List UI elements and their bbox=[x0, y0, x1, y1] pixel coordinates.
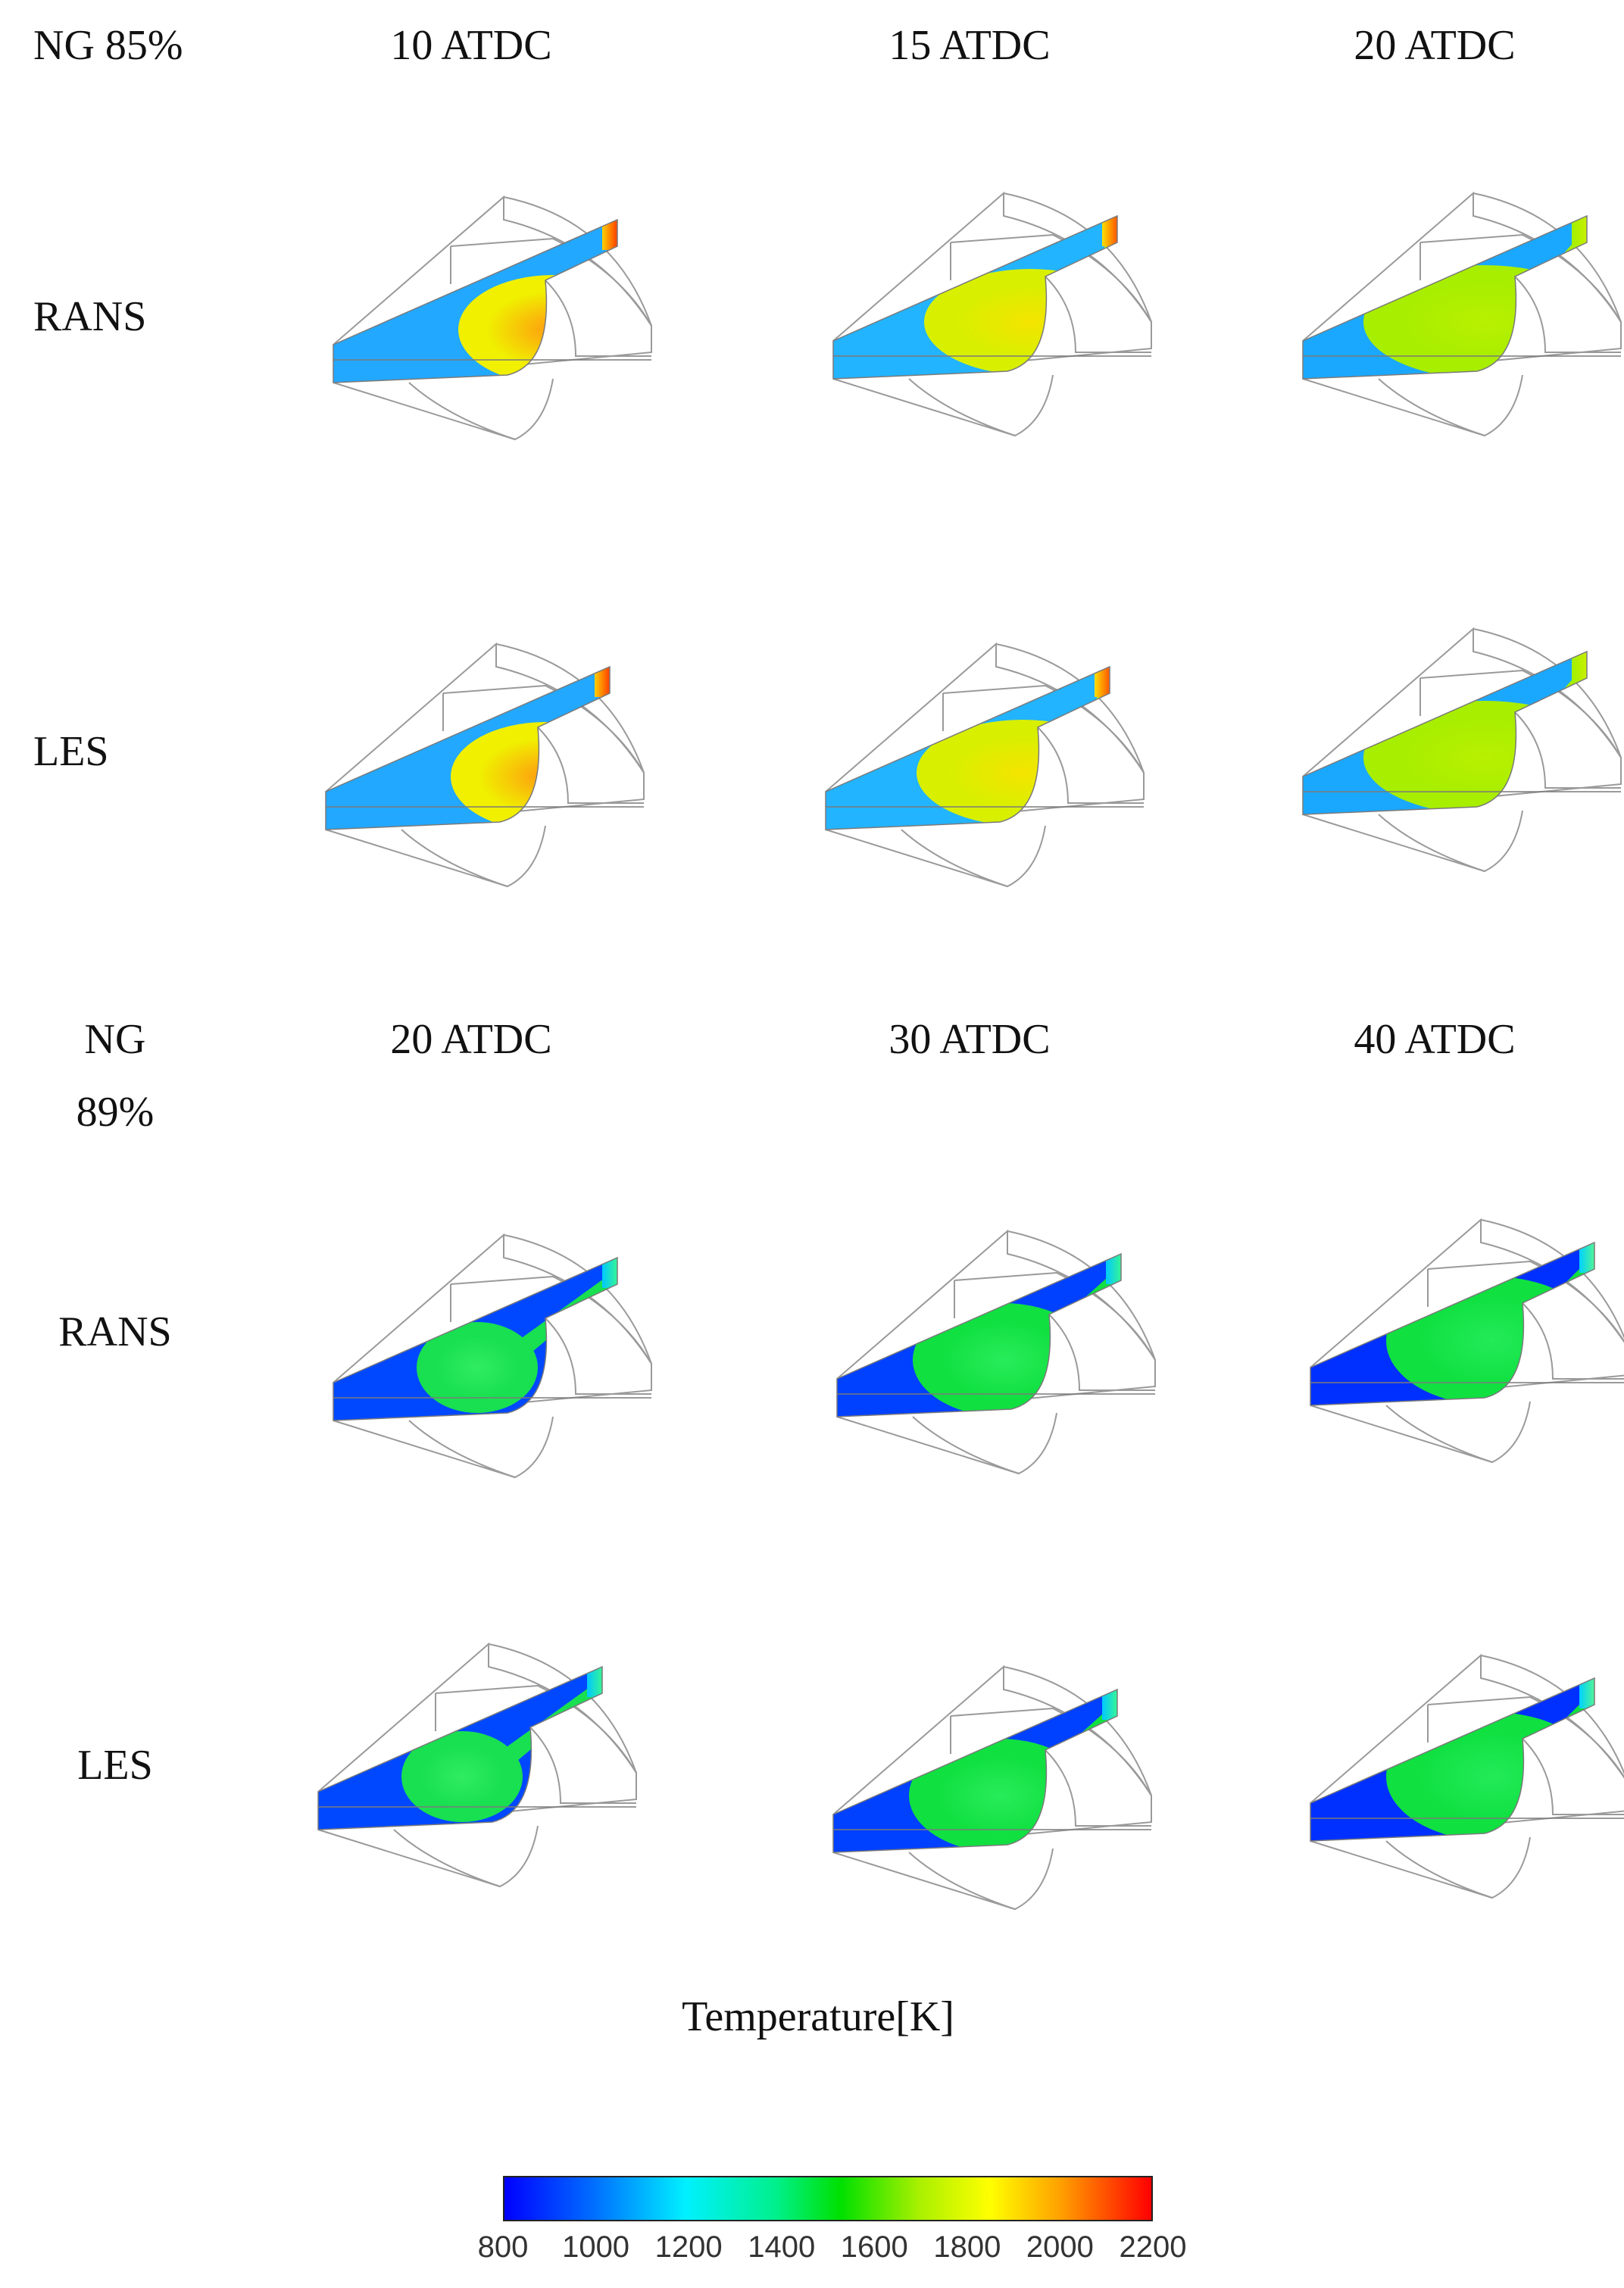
block1-header: NG 85% bbox=[33, 22, 183, 69]
contour-panel bbox=[326, 1205, 682, 1508]
block2-col-2: 30 ATDC bbox=[889, 1016, 1051, 1063]
colorbar-tick: 1800 bbox=[933, 2230, 1001, 2264]
block1-col-1: 10 ATDC bbox=[390, 22, 552, 69]
contour-panel bbox=[829, 1201, 1185, 1504]
contour-panel bbox=[818, 614, 1174, 917]
block2-row-les: LES bbox=[77, 1742, 153, 1789]
combustion-chamber-contour bbox=[836, 1229, 1156, 1475]
block1-col-2: 15 ATDC bbox=[889, 22, 1051, 69]
combustion-chamber-contour bbox=[832, 191, 1152, 437]
combustion-chamber-contour bbox=[1302, 627, 1622, 873]
combustion-chamber-contour bbox=[825, 642, 1145, 888]
block2-header-line1: NG bbox=[84, 1016, 146, 1063]
colorbar-tick: 1600 bbox=[840, 2230, 908, 2264]
block2-header-line2: 89% bbox=[76, 1089, 155, 1136]
combustion-chamber-contour bbox=[1302, 191, 1622, 437]
combustion-chamber-contour bbox=[832, 1664, 1152, 1911]
block1-row-les: LES bbox=[33, 728, 109, 775]
colorbar-tick: 1400 bbox=[748, 2230, 816, 2264]
contour-panel bbox=[1295, 163, 1624, 466]
combustion-chamber-contour bbox=[317, 1642, 637, 1888]
colorbar bbox=[503, 2176, 1153, 2221]
combustion-chamber-contour bbox=[325, 642, 645, 888]
combustion-chamber-contour bbox=[1310, 1653, 1624, 1899]
block2-row-rans: RANS bbox=[58, 1308, 172, 1355]
block1-row-rans: RANS bbox=[33, 293, 147, 340]
contour-panel bbox=[326, 167, 682, 470]
contour-panel bbox=[1303, 1625, 1624, 1928]
contour-panel bbox=[311, 1614, 667, 1917]
contour-panel bbox=[318, 614, 674, 917]
colorbar-tick: 2000 bbox=[1026, 2230, 1094, 2264]
colorbar-title: Temperature[K] bbox=[682, 1993, 954, 2040]
contour-panel bbox=[1295, 599, 1624, 902]
combustion-chamber-contour bbox=[1310, 1217, 1624, 1464]
colorbar-tick: 1200 bbox=[654, 2230, 723, 2264]
contour-panel bbox=[1303, 1189, 1624, 1493]
colorbar-tick: 1000 bbox=[562, 2230, 630, 2264]
block2-col-1: 20 ATDC bbox=[390, 1016, 552, 1063]
block1-col-3: 20 ATDC bbox=[1354, 22, 1516, 69]
colorbar-tick: 800 bbox=[477, 2230, 529, 2264]
colorbar-tick: 2200 bbox=[1119, 2230, 1187, 2264]
block2-col-3: 40 ATDC bbox=[1354, 1016, 1516, 1063]
contour-panel bbox=[826, 1636, 1182, 1939]
combustion-chamber-contour bbox=[333, 1233, 652, 1479]
combustion-chamber-contour bbox=[333, 195, 652, 441]
contour-panel bbox=[826, 163, 1182, 466]
